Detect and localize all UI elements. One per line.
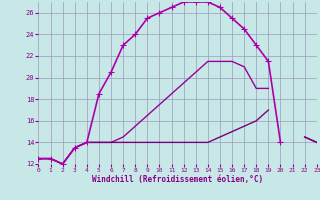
X-axis label: Windchill (Refroidissement éolien,°C): Windchill (Refroidissement éolien,°C)	[92, 175, 263, 184]
